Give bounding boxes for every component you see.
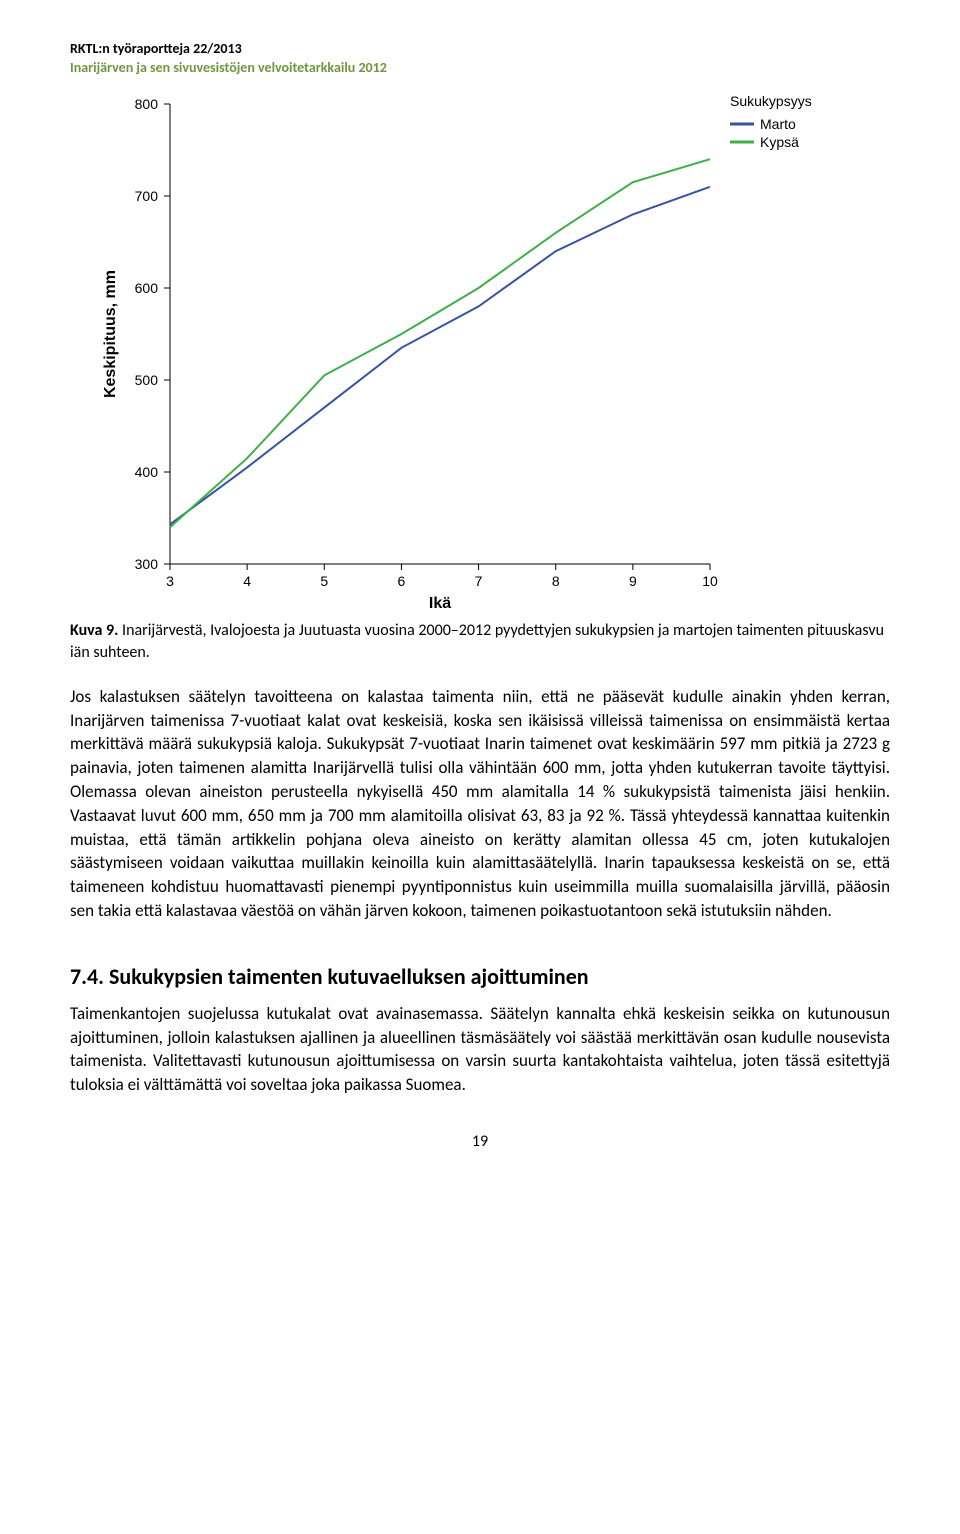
svg-text:5: 5 [320,573,328,589]
svg-text:7: 7 [475,573,483,589]
svg-text:4: 4 [243,573,251,589]
svg-text:Marto: Marto [760,116,796,132]
svg-text:Kypsä: Kypsä [760,134,799,150]
svg-text:10: 10 [702,573,718,589]
doc-header-line2: Inarijärven ja sen sivuvesistöjen velvoi… [70,59,890,76]
svg-text:400: 400 [135,464,159,480]
page-number: 19 [70,1132,890,1151]
paragraph-1: Jos kalastuksen säätelyn tavoitteena on … [70,685,890,923]
svg-text:600: 600 [135,280,159,296]
svg-text:Sukukypsyys: Sukukypsyys [730,94,812,109]
paragraph-2: Taimenkantojen suojelussa kutukalat ovat… [70,1002,890,1097]
figure-caption-lead: Kuva 9. [70,621,118,640]
svg-text:700: 700 [135,188,159,204]
section-7-4-heading: 7.4. Sukukypsien taimenten kutuvaellukse… [70,963,890,990]
svg-text:8: 8 [552,573,560,589]
figure-caption-text: Inarijärvestä, Ivalojoesta ja Juutuasta … [70,621,884,662]
svg-text:Ikä: Ikä [429,595,451,612]
svg-text:500: 500 [135,372,159,388]
figure-caption: Kuva 9. Inarijärvestä, Ivalojoesta ja Ju… [70,620,890,665]
svg-text:300: 300 [135,556,159,572]
svg-text:6: 6 [398,573,406,589]
line-chart: 300 400 500 600 700 800 3 4 5 6 7 8 9 10 Ikä Keskipituu… [80,94,860,614]
doc-header-line1: RKTL:n työraportteja 22/2013 [70,40,890,57]
svg-text:9: 9 [629,573,637,589]
svg-text:Keskipituus, mm: Keskipituus, mm [102,270,119,398]
svg-text:3: 3 [166,573,174,589]
svg-text:800: 800 [135,96,159,112]
